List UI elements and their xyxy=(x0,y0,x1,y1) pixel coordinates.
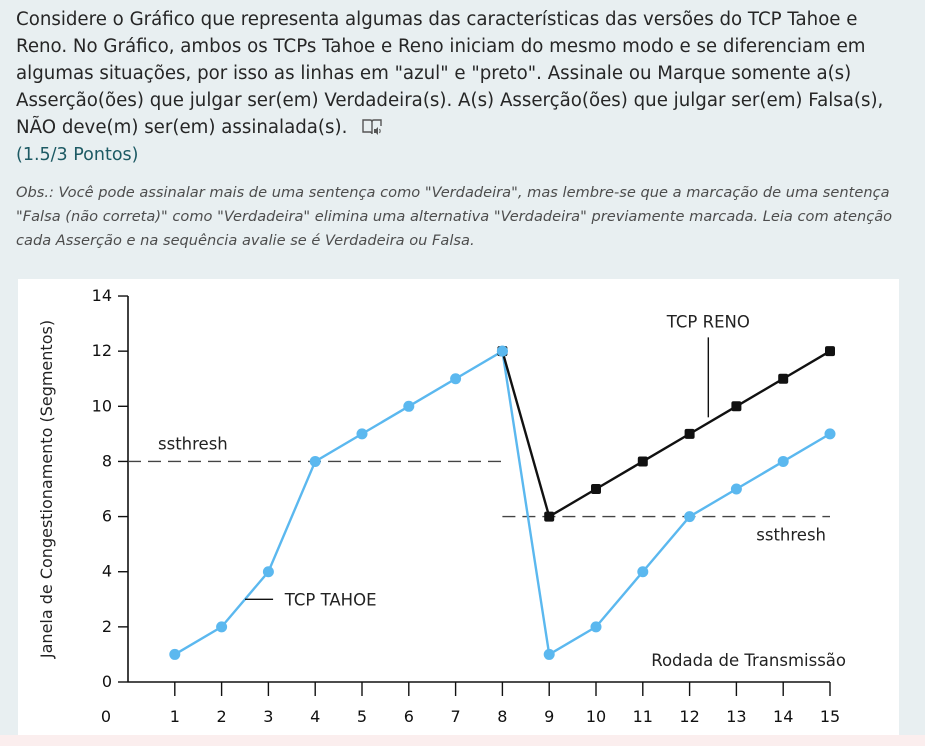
tahoe-point xyxy=(356,428,368,440)
tahoe-point xyxy=(730,483,742,495)
y-tick-label: 10 xyxy=(92,396,112,415)
y-tick-label: 8 xyxy=(102,451,112,470)
reno-point xyxy=(637,456,648,467)
reno-point xyxy=(684,428,695,439)
x-tick-label: 1 xyxy=(170,707,180,726)
y-tick-label: 4 xyxy=(102,562,112,581)
tahoe-point xyxy=(824,428,836,440)
tahoe-label: TCP TAHOE xyxy=(284,590,377,609)
ssthresh-label: ssthresh xyxy=(756,526,826,545)
tahoe-point xyxy=(309,455,321,467)
tahoe-point xyxy=(496,345,508,357)
x-tick-label: 4 xyxy=(310,707,320,726)
chart-container: 0 2 4 6 8 10 12 14 0 1 2 3 4 5 6 7 8 9 10 11 12 13 14 15 Rodada … xyxy=(18,279,899,735)
immersive-reader-icon[interactable] xyxy=(361,117,383,137)
x-tick-label: 2 xyxy=(217,707,227,726)
y-tick-label: 12 xyxy=(92,341,112,360)
x-tick-label: 8 xyxy=(497,707,507,726)
x-tick-label: 9 xyxy=(544,707,554,726)
tahoe-line xyxy=(174,349,831,657)
tahoe-point xyxy=(637,566,649,578)
y-tick-label: 0 xyxy=(102,672,112,691)
reno-point xyxy=(731,401,742,412)
answer-area-edge xyxy=(0,735,925,746)
y-tick-label: 14 xyxy=(92,286,112,305)
tahoe-point xyxy=(543,648,555,660)
y-tick-label: 6 xyxy=(102,507,112,526)
tahoe-point xyxy=(403,400,415,412)
tahoe-point xyxy=(590,621,602,633)
x-tick-label: 15 xyxy=(820,707,840,726)
tahoe-point xyxy=(216,621,228,633)
question-text: Considere o Gráfico que representa algum… xyxy=(16,9,884,138)
x-tick-label: 7 xyxy=(451,707,461,726)
x-tick-label: 13 xyxy=(726,707,746,726)
reno-point xyxy=(778,373,789,384)
x-tick-label: 14 xyxy=(773,707,793,726)
tahoe-point xyxy=(777,455,789,467)
tahoe-point xyxy=(684,511,696,523)
reno-label: TCP RENO xyxy=(666,313,750,332)
x-tick-label: 5 xyxy=(357,707,367,726)
x-tick-label: 12 xyxy=(679,707,699,726)
reno-point xyxy=(544,511,555,522)
x-tick-label: 3 xyxy=(263,707,273,726)
tahoe-point xyxy=(450,373,462,385)
x-tick-label: 6 xyxy=(404,707,414,726)
reno-point xyxy=(591,484,601,495)
x-tick-label: 10 xyxy=(586,707,606,726)
y-tick-label: 2 xyxy=(102,617,112,636)
question-points: (1.5/3 Pontos) xyxy=(16,145,139,165)
reno-point xyxy=(825,346,835,357)
reno-line xyxy=(501,350,831,519)
x-tick-label: 0 xyxy=(101,707,111,726)
tahoe-point xyxy=(169,648,181,660)
tahoe-point xyxy=(262,566,274,578)
y-axis-label: Janela de Congestionamento (Segmentos) xyxy=(37,320,56,659)
ssthresh-label: ssthresh xyxy=(158,434,228,453)
x-tick-label: 11 xyxy=(633,707,653,726)
question-text-block: Considere o Gráfico que representa algum… xyxy=(16,6,906,141)
question-observation: Obs.: Você pode assinalar mais de uma se… xyxy=(16,184,893,249)
x-axis-label: Rodada de Transmissão xyxy=(651,651,846,670)
